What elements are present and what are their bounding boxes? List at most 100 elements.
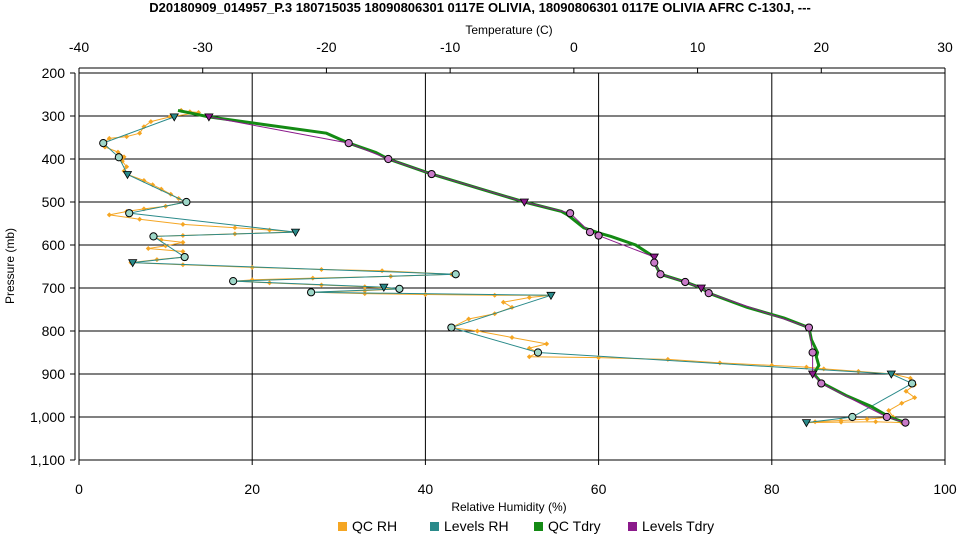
- point-levels-rh: [306, 288, 316, 297]
- point-levels-tdry: [344, 138, 353, 148]
- point-qc-rh: [526, 354, 532, 360]
- point-qc-rh: [544, 341, 550, 347]
- point-levels-rh: [451, 270, 460, 279]
- point-levels-tdry: [649, 253, 659, 262]
- legend-label: QC RH: [352, 518, 397, 534]
- x-top-tick-label: -20: [316, 39, 336, 55]
- point-qc-rh: [249, 277, 255, 283]
- x-bottom-tick-label: 20: [244, 481, 260, 497]
- point-qc-rh: [310, 275, 316, 281]
- point-levels-rh: [801, 419, 812, 428]
- point-qc-rh: [180, 239, 186, 245]
- series-layer: [99, 107, 918, 428]
- point-qc-rh: [137, 216, 143, 222]
- point-levels-rh: [533, 348, 543, 357]
- bottom-axis-label: Relative Humidity (%): [451, 500, 566, 514]
- point-qc-rh: [509, 334, 515, 340]
- point-levels-tdry: [901, 418, 910, 427]
- point-levels-rh: [848, 412, 857, 422]
- point-qc-rh: [232, 225, 238, 231]
- x-bottom-tick-label: 40: [418, 481, 434, 497]
- point-levels-tdry: [585, 228, 595, 237]
- point-levels-tdry: [427, 169, 436, 179]
- y-tick-label: 1,000: [30, 409, 65, 425]
- point-qc-rh: [873, 419, 879, 425]
- point-qc-rh: [899, 400, 905, 406]
- point-qc-rh: [180, 248, 186, 254]
- point-levels-tdry: [804, 323, 814, 332]
- y-tick-label: 500: [42, 194, 66, 210]
- point-levels-tdry: [656, 270, 665, 279]
- point-qc-rh: [180, 221, 186, 227]
- point-levels-tdry: [817, 379, 826, 388]
- y-tick-label: 1,100: [30, 452, 65, 468]
- point-qc-rh: [838, 419, 844, 425]
- y-tick-label: 900: [42, 366, 66, 382]
- legend-swatch: [338, 522, 347, 531]
- legend-label: QC Tdry: [548, 518, 601, 534]
- legend: QC RH Levels RH QC Tdry Levels Tdry: [338, 518, 714, 534]
- point-levels-tdry: [807, 370, 818, 379]
- point-levels-rh: [128, 259, 138, 268]
- y-tick-label: 200: [42, 65, 66, 81]
- point-levels-rh: [114, 153, 123, 162]
- x-top-tick-label: 0: [570, 39, 578, 55]
- y-tick-label: 600: [42, 237, 66, 253]
- x-bottom-tick-label: 60: [591, 481, 607, 497]
- point-levels-rh: [169, 113, 179, 122]
- point-qc-rh: [864, 416, 870, 422]
- x-bottom-tick-label: 100: [933, 481, 957, 497]
- point-levels-rh: [99, 138, 108, 148]
- chart-title: D20180909_014957_P.3 180715035 180908063…: [149, 0, 811, 15]
- point-levels-tdry: [519, 198, 530, 207]
- y-tick-label: 300: [42, 108, 66, 124]
- point-levels-tdry: [681, 277, 690, 287]
- legend-swatch: [628, 522, 637, 531]
- point-qc-rh: [106, 135, 112, 141]
- point-levels-tdry: [808, 348, 817, 357]
- x-top-tick-label: -30: [193, 39, 213, 55]
- point-levels-rh: [180, 252, 189, 262]
- legend-swatch: [430, 522, 439, 531]
- point-levels-rh: [886, 370, 896, 379]
- point-levels-tdry: [566, 209, 575, 218]
- y-axis-label: Pressure (mb): [3, 228, 17, 304]
- point-levels-rh: [122, 171, 133, 180]
- point-qc-rh: [163, 243, 169, 249]
- point-qc-rh: [886, 408, 892, 414]
- plot-frame: [78, 72, 946, 461]
- point-levels-rh: [546, 291, 556, 301]
- point-levels-tdry: [704, 289, 713, 298]
- point-levels-tdry: [594, 231, 603, 240]
- point-qc-rh: [903, 388, 909, 394]
- legend-swatch: [534, 522, 543, 531]
- point-qc-rh: [145, 245, 151, 251]
- point-qc-rh: [106, 212, 112, 218]
- point-levels-rh: [229, 277, 238, 286]
- plot-background: [79, 73, 945, 460]
- point-levels-rh: [447, 323, 456, 332]
- y-tick-label: 800: [42, 323, 66, 339]
- point-qc-rh: [124, 164, 130, 170]
- point-qc-rh: [855, 368, 861, 374]
- x-bottom-tick-label: 80: [764, 481, 780, 497]
- point-levels-tdry: [384, 154, 393, 164]
- point-qc-rh: [148, 119, 154, 125]
- point-levels-rh: [379, 283, 389, 292]
- point-levels-tdry: [882, 412, 891, 422]
- point-levels-rh: [290, 228, 301, 237]
- y-tick-label: 400: [42, 151, 66, 167]
- legend-label: Levels RH: [444, 518, 509, 534]
- point-qc-rh: [492, 292, 498, 298]
- point-qc-rh: [466, 316, 472, 322]
- series-line-levels-tdry: [208, 116, 906, 424]
- point-qc-rh: [137, 130, 143, 136]
- series-line-levels-rh: [102, 116, 914, 424]
- x-bottom-tick-label: 0: [75, 481, 83, 497]
- point-levels-tdry: [204, 113, 214, 122]
- legend-label: Levels Tdry: [642, 518, 714, 534]
- point-levels-rh: [395, 284, 404, 293]
- x-top-tick-label: -10: [440, 39, 460, 55]
- point-qc-rh: [362, 291, 368, 297]
- point-levels-rh: [125, 209, 134, 218]
